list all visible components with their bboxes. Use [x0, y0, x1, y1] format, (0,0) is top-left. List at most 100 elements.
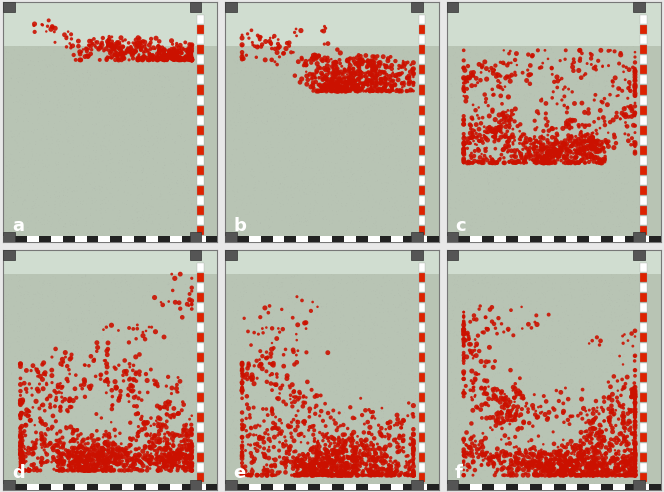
Point: [272, 394, 282, 402]
Point: [468, 466, 479, 474]
Point: [11, 198, 21, 206]
Point: [554, 473, 564, 481]
Point: [386, 78, 397, 86]
Point: [248, 279, 258, 287]
Point: [93, 4, 104, 12]
Point: [225, 70, 236, 78]
Point: [292, 471, 303, 479]
Point: [459, 51, 469, 59]
Point: [15, 432, 26, 440]
Point: [352, 122, 363, 129]
Point: [362, 406, 373, 414]
Point: [398, 462, 409, 470]
Point: [122, 416, 132, 424]
Point: [454, 68, 465, 76]
Point: [343, 108, 354, 116]
Bar: [447, 2, 661, 46]
Point: [356, 469, 367, 477]
Point: [345, 88, 355, 95]
Point: [619, 384, 629, 392]
Point: [117, 342, 127, 350]
Point: [591, 210, 602, 217]
Point: [157, 405, 167, 413]
Point: [47, 413, 58, 421]
Point: [602, 394, 612, 402]
Point: [132, 217, 143, 225]
Point: [562, 117, 573, 124]
Point: [530, 316, 540, 324]
Point: [133, 20, 144, 28]
Point: [476, 167, 487, 175]
Point: [265, 34, 276, 42]
Point: [493, 397, 504, 404]
Point: [58, 361, 68, 369]
Point: [321, 74, 331, 82]
Point: [32, 478, 42, 486]
Point: [142, 463, 153, 471]
Point: [537, 159, 548, 167]
Point: [144, 438, 155, 446]
Point: [299, 437, 310, 445]
Point: [580, 39, 591, 47]
Point: [572, 153, 582, 161]
Point: [121, 51, 131, 59]
Point: [408, 59, 419, 66]
Point: [137, 346, 147, 354]
Point: [618, 452, 629, 460]
Point: [315, 388, 325, 396]
Point: [70, 77, 81, 85]
Point: [453, 295, 463, 303]
Point: [92, 121, 102, 128]
Point: [476, 268, 487, 276]
Point: [456, 456, 466, 464]
Bar: [419, 35, 425, 44]
Point: [523, 153, 534, 161]
Point: [400, 460, 411, 468]
Point: [513, 73, 524, 81]
Point: [629, 460, 640, 467]
Point: [165, 157, 176, 165]
Point: [304, 395, 315, 403]
Point: [119, 460, 129, 468]
Point: [68, 458, 78, 465]
Point: [394, 29, 405, 37]
Point: [629, 461, 640, 468]
Point: [290, 235, 300, 243]
Point: [280, 104, 291, 112]
Point: [232, 366, 242, 374]
Point: [593, 447, 604, 455]
Point: [352, 372, 363, 380]
Point: [169, 448, 179, 456]
Point: [461, 450, 472, 458]
Point: [608, 386, 618, 394]
Point: [122, 470, 132, 478]
Point: [293, 19, 304, 27]
Point: [389, 264, 400, 272]
Point: [101, 466, 112, 474]
Point: [28, 436, 39, 444]
Point: [114, 15, 125, 23]
Point: [17, 80, 27, 88]
Point: [268, 312, 279, 320]
Point: [62, 193, 73, 201]
Point: [510, 21, 521, 29]
Point: [531, 459, 542, 467]
Point: [537, 415, 547, 423]
Point: [394, 375, 404, 383]
Point: [475, 469, 486, 477]
Point: [177, 430, 187, 438]
Point: [244, 255, 254, 263]
Point: [254, 63, 265, 71]
Point: [493, 391, 504, 399]
Point: [74, 456, 84, 463]
Point: [570, 277, 581, 284]
Point: [558, 53, 568, 61]
Point: [358, 279, 369, 287]
Point: [77, 172, 88, 180]
Point: [496, 2, 507, 10]
Point: [26, 61, 37, 68]
Point: [311, 331, 322, 338]
Point: [455, 416, 465, 424]
Point: [315, 428, 325, 436]
Point: [576, 448, 587, 456]
